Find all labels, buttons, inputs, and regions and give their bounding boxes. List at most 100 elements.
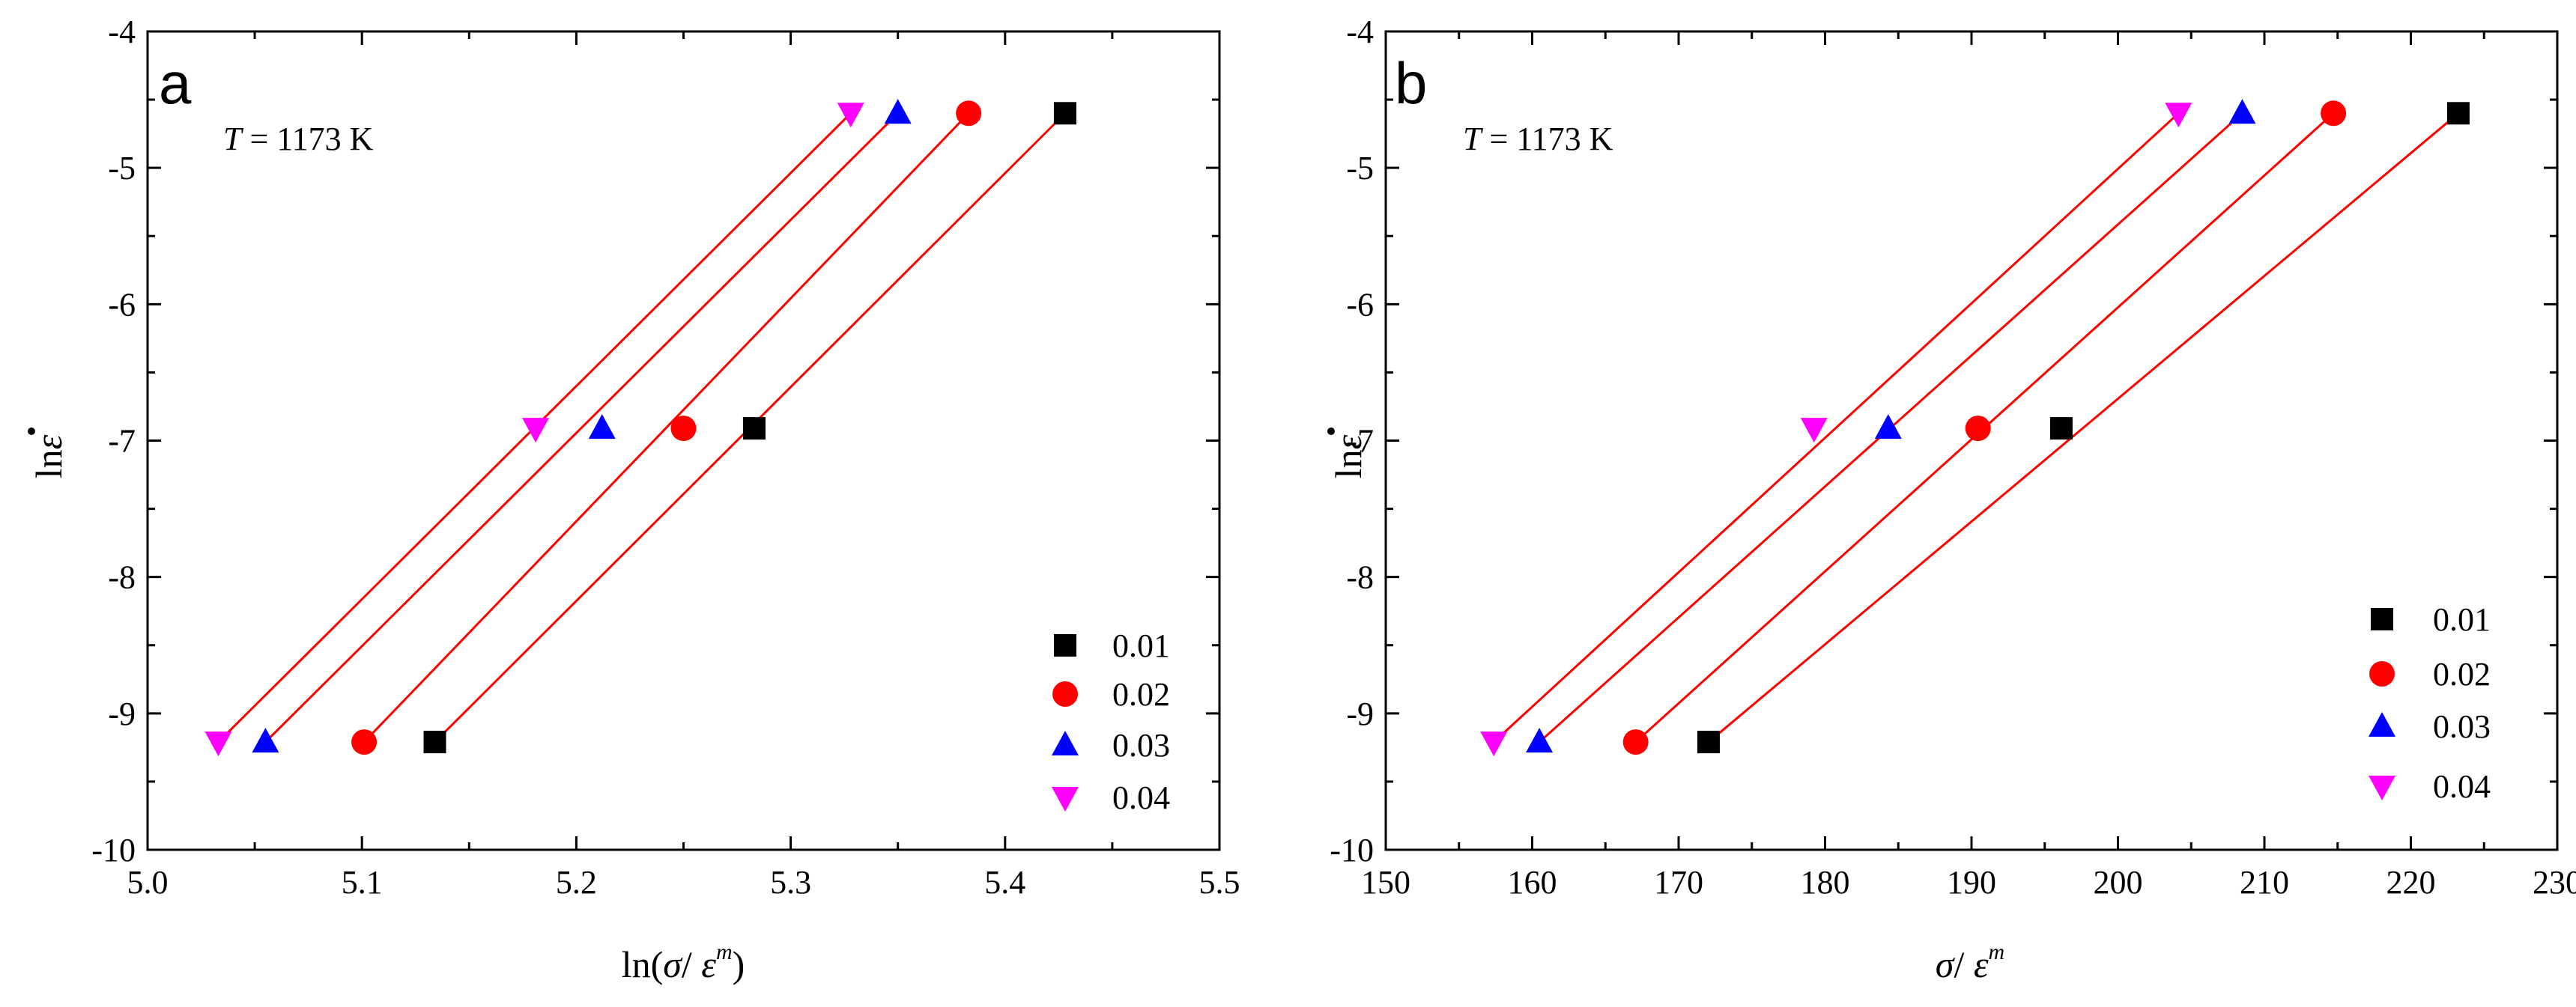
legend-marker-0.01 — [2371, 608, 2393, 630]
x-label-part: ln( — [622, 943, 664, 985]
y-tick-label: -8 — [108, 559, 136, 596]
data-point-0.02 — [1965, 416, 1991, 442]
data-point-0.01 — [2049, 417, 2073, 440]
fit-line-0.03 — [264, 112, 899, 743]
y-label-dot — [28, 428, 35, 435]
x-tick-label: 180 — [1801, 864, 1850, 901]
y-tick-label: -10 — [1330, 832, 1374, 868]
x-label-epsilon: ε — [1974, 943, 1989, 985]
x-tick-label: 160 — [1508, 864, 1557, 901]
y-tick-label: -9 — [1346, 696, 1374, 732]
x-tick-label: 5.4 — [984, 864, 1025, 901]
y-label-dot — [1327, 428, 1335, 435]
temperature-annotation: T = 1173 K — [223, 121, 374, 157]
data-point-0.03 — [588, 414, 616, 439]
data-point-0.03 — [252, 728, 279, 753]
data-point-0.03 — [2228, 99, 2256, 124]
x-tick-label: 200 — [2094, 864, 2143, 901]
legend-marker-0.04 — [2369, 776, 2395, 800]
x-label-epsilon: ε — [701, 943, 716, 985]
data-point-0.04 — [2165, 103, 2192, 128]
x-tick-label: 5.3 — [770, 864, 811, 901]
x-tick-label: 5.1 — [342, 864, 383, 901]
fit-line-0.01 — [1708, 112, 2459, 743]
legend-label: 0.03 — [2433, 708, 2491, 745]
data-point-0.04 — [837, 103, 864, 128]
y-tick-label: -5 — [1346, 150, 1374, 186]
legend-marker-0.03 — [2369, 712, 2395, 737]
y-label-epsilon: ε — [28, 434, 70, 449]
y-label-epsilon: ε — [1327, 434, 1369, 449]
x-tick-label: 5.0 — [127, 864, 169, 901]
legend-label: 0.04 — [1112, 779, 1170, 816]
legend-marker-0.02 — [1052, 681, 1078, 707]
annotation-variable: T — [223, 121, 244, 157]
x-label-part: ) — [733, 943, 745, 985]
x-axis-label: σ/ εm — [1936, 940, 2004, 985]
fit-line-0.04 — [1493, 112, 2180, 743]
x-tick-label: 230 — [2533, 864, 2576, 901]
legend-marker-0.04 — [1052, 787, 1079, 812]
x-tick-label: 170 — [1654, 864, 1703, 901]
data-point-0.04 — [1480, 731, 1508, 757]
x-axis-label: ln(σ/ εm) — [622, 940, 745, 985]
y-tick-label: -6 — [1346, 286, 1374, 323]
data-point-0.01 — [423, 731, 446, 754]
data-point-0.03 — [1874, 414, 1902, 439]
y-axis-label: lnε — [1327, 428, 1369, 478]
temperature-annotation: T = 1173 K — [1463, 121, 1613, 157]
data-point-0.04 — [522, 418, 550, 443]
data-point-0.02 — [670, 416, 697, 442]
data-point-0.04 — [204, 731, 232, 757]
y-axis-label-text: lnε — [1327, 434, 1369, 478]
y-tick-label: -6 — [108, 286, 136, 323]
y-label-part: ln — [1327, 449, 1369, 478]
y-axis-label: lnε — [28, 428, 70, 478]
data-point-0.04 — [1800, 418, 1828, 443]
annotation-value: = 1173 K — [1481, 121, 1613, 157]
x-tick-label: 220 — [2386, 864, 2436, 901]
legend-label: 0.02 — [2433, 656, 2491, 693]
x-tick-label: 150 — [1361, 864, 1410, 901]
legend-label: 0.01 — [1112, 627, 1170, 664]
y-tick-label: -4 — [1346, 13, 1374, 50]
x-label-sigma: σ — [1936, 943, 1956, 985]
legend-marker-0.02 — [2369, 661, 2395, 687]
x-label-superscript: m — [716, 940, 733, 964]
y-tick-label: -4 — [108, 13, 136, 50]
legend-label: 0.03 — [1112, 727, 1170, 764]
x-label-superscript: m — [1989, 940, 2005, 964]
data-point-0.03 — [1526, 728, 1554, 753]
data-point-0.02 — [351, 729, 378, 755]
annotation-variable: T — [1463, 121, 1484, 157]
data-point-0.03 — [884, 99, 912, 124]
legend-label: 0.01 — [2433, 601, 2491, 638]
legend-marker-0.01 — [1054, 634, 1076, 657]
x-label-sigma: σ — [663, 943, 683, 985]
y-tick-label: -7 — [108, 423, 136, 460]
annotation-value: = 1173 K — [241, 121, 373, 157]
data-point-0.02 — [956, 100, 982, 127]
x-tick-label: 190 — [1947, 864, 1996, 901]
y-axis-label-text: lnε — [28, 434, 70, 478]
y-label-part: ln — [28, 449, 70, 478]
y-tick-label: -7 — [1346, 423, 1374, 460]
chart-panel-b: 150 160 170 180 190 200 210 220 230 -4 -5 -6 -7 -8 -9 -… — [1327, 13, 2576, 985]
data-point-0.01 — [1697, 731, 1720, 754]
data-point-0.02 — [2321, 100, 2347, 127]
x-tick-label: 5.5 — [1199, 864, 1240, 901]
panel-letter: a — [159, 50, 192, 116]
data-point-0.01 — [2446, 102, 2470, 125]
x-tick-label: 210 — [2240, 864, 2289, 901]
x-label-part: / — [682, 943, 701, 985]
y-tick-label: -9 — [108, 696, 136, 732]
y-tick-label: -10 — [91, 832, 136, 868]
data-point-0.02 — [1622, 729, 1649, 755]
x-label-part: / — [1954, 943, 1973, 985]
y-tick-label: -5 — [108, 150, 136, 186]
y-tick-label: -8 — [1346, 559, 1374, 596]
legend-marker-0.03 — [1052, 731, 1079, 755]
data-point-0.01 — [1053, 102, 1076, 125]
